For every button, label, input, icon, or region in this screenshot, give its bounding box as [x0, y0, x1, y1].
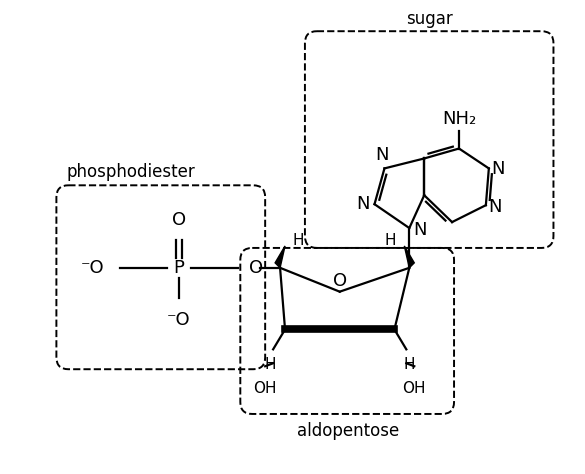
Text: O: O — [249, 259, 263, 277]
Text: phosphodiester: phosphodiester — [67, 164, 195, 182]
Text: OH: OH — [253, 381, 277, 396]
Text: aldopentose: aldopentose — [297, 422, 399, 440]
Text: O: O — [171, 211, 185, 229]
Text: OH: OH — [402, 381, 426, 396]
Text: N: N — [413, 221, 427, 239]
Text: H: H — [293, 234, 305, 248]
Text: ⁻O: ⁻O — [167, 310, 191, 328]
Text: NH₂: NH₂ — [442, 109, 476, 128]
Polygon shape — [404, 246, 414, 268]
Text: O: O — [333, 272, 347, 290]
Text: sugar: sugar — [406, 10, 453, 28]
Text: N: N — [488, 198, 501, 216]
Polygon shape — [275, 246, 285, 268]
Text: N: N — [356, 195, 370, 213]
Text: H: H — [404, 357, 415, 372]
Text: ⁻O: ⁻O — [81, 259, 104, 277]
Text: H: H — [385, 234, 397, 248]
Text: P: P — [173, 259, 184, 277]
Text: N: N — [376, 146, 389, 164]
Text: H: H — [264, 357, 276, 372]
Text: N: N — [491, 160, 504, 178]
